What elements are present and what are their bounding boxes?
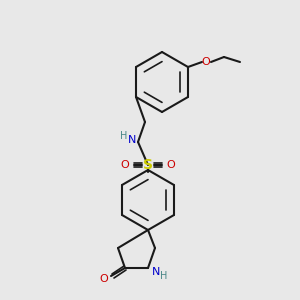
Text: O: O bbox=[100, 274, 108, 284]
Text: H: H bbox=[120, 131, 128, 141]
Text: N: N bbox=[152, 267, 160, 277]
Text: N: N bbox=[128, 135, 136, 145]
Text: S: S bbox=[143, 158, 153, 172]
Text: H: H bbox=[160, 271, 168, 281]
Text: O: O bbox=[202, 57, 210, 67]
Text: O: O bbox=[167, 160, 176, 170]
Text: O: O bbox=[121, 160, 129, 170]
